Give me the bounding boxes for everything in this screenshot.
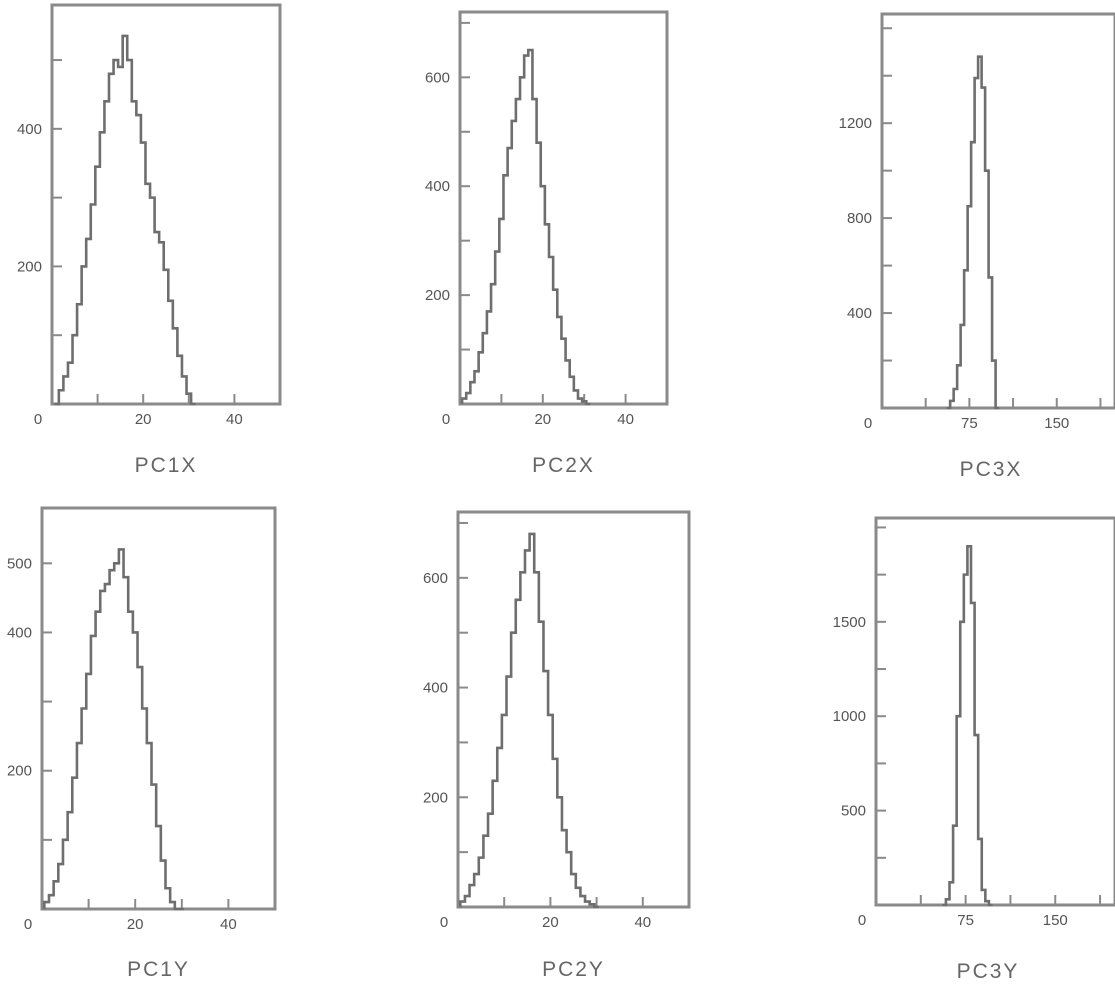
x-tick-label: 150 — [1043, 912, 1068, 929]
y-tick-label: 500 — [7, 555, 32, 572]
y-tick-label: 400 — [425, 178, 450, 195]
y-tick-label: 200 — [425, 287, 450, 304]
y-tick-label: 500 — [841, 803, 866, 820]
plot-frame — [40, 506, 277, 911]
panel-pc2x: 0 20 40 200 400 600 PC2X — [425, 10, 669, 477]
x-tick-label: 40 — [220, 916, 237, 933]
panel-title: PC3Y — [957, 960, 1020, 983]
plot-frame — [874, 516, 1115, 907]
x-tick-label: 0 — [24, 916, 32, 933]
panel-title: PC3X — [960, 458, 1023, 481]
x-tick-label: 20 — [542, 914, 559, 931]
x-tick-label: 75 — [961, 415, 978, 432]
y-tick-label: 800 — [847, 210, 872, 227]
histogram-series — [946, 55, 1000, 410]
y-tick-label: 400 — [423, 680, 448, 697]
panel-pc3x: 0 75 150 400 800 1200 PC3X — [839, 12, 1115, 481]
panel-title: PC1X — [135, 454, 198, 477]
panel-title: PC2X — [532, 454, 595, 477]
y-tick-label: 400 — [17, 121, 42, 138]
plot-frame — [458, 10, 669, 406]
y-tick-label: 600 — [425, 69, 450, 86]
panel-pc3y: 0 75 150 500 1000 1500 PC3Y — [833, 516, 1115, 983]
y-tick-label: 200 — [7, 763, 32, 780]
y-tick-label: 400 — [7, 624, 32, 641]
y-tick-label: 1200 — [839, 115, 872, 132]
y-tick-label: 600 — [423, 570, 448, 587]
x-tick-label: 0 — [442, 411, 450, 428]
x-tick-label: 150 — [1044, 415, 1069, 432]
panel-pc1y: 0 20 40 200 400 500 PC1Y — [7, 506, 277, 981]
x-tick-label: 0 — [440, 914, 448, 931]
plot-frame — [456, 510, 691, 909]
x-tick-label: 40 — [617, 411, 634, 428]
x-tick-label: 0 — [858, 912, 866, 929]
histogram-series — [43, 548, 185, 911]
panel-pc2y: 0 20 40 200 400 600 PC2Y — [423, 510, 691, 981]
panel-title: PC2Y — [542, 958, 605, 981]
y-tick-label: 200 — [17, 258, 42, 275]
y-tick-label: 200 — [423, 789, 448, 806]
plot-frame — [50, 3, 282, 406]
histogram-series — [459, 532, 599, 909]
y-tick-label: 400 — [847, 305, 872, 322]
histogram-series — [54, 34, 196, 406]
x-tick-label: 75 — [957, 912, 974, 929]
x-tick-label: 0 — [864, 415, 872, 432]
x-tick-label: 20 — [135, 411, 152, 428]
y-tick-label: 1500 — [833, 614, 866, 631]
panel-pc1x: 0 20 40 200 400 PC1X — [17, 3, 282, 477]
histogram-series — [460, 48, 591, 406]
x-tick-label: 20 — [127, 916, 144, 933]
x-tick-label: 0 — [34, 411, 42, 428]
histogram-series — [942, 545, 993, 907]
x-tick-label: 40 — [634, 914, 651, 931]
x-tick-label: 40 — [226, 411, 243, 428]
plot-frame — [880, 12, 1115, 410]
y-tick-label: 1000 — [833, 708, 866, 725]
x-tick-label: 20 — [534, 411, 551, 428]
panel-title: PC1Y — [127, 958, 190, 981]
